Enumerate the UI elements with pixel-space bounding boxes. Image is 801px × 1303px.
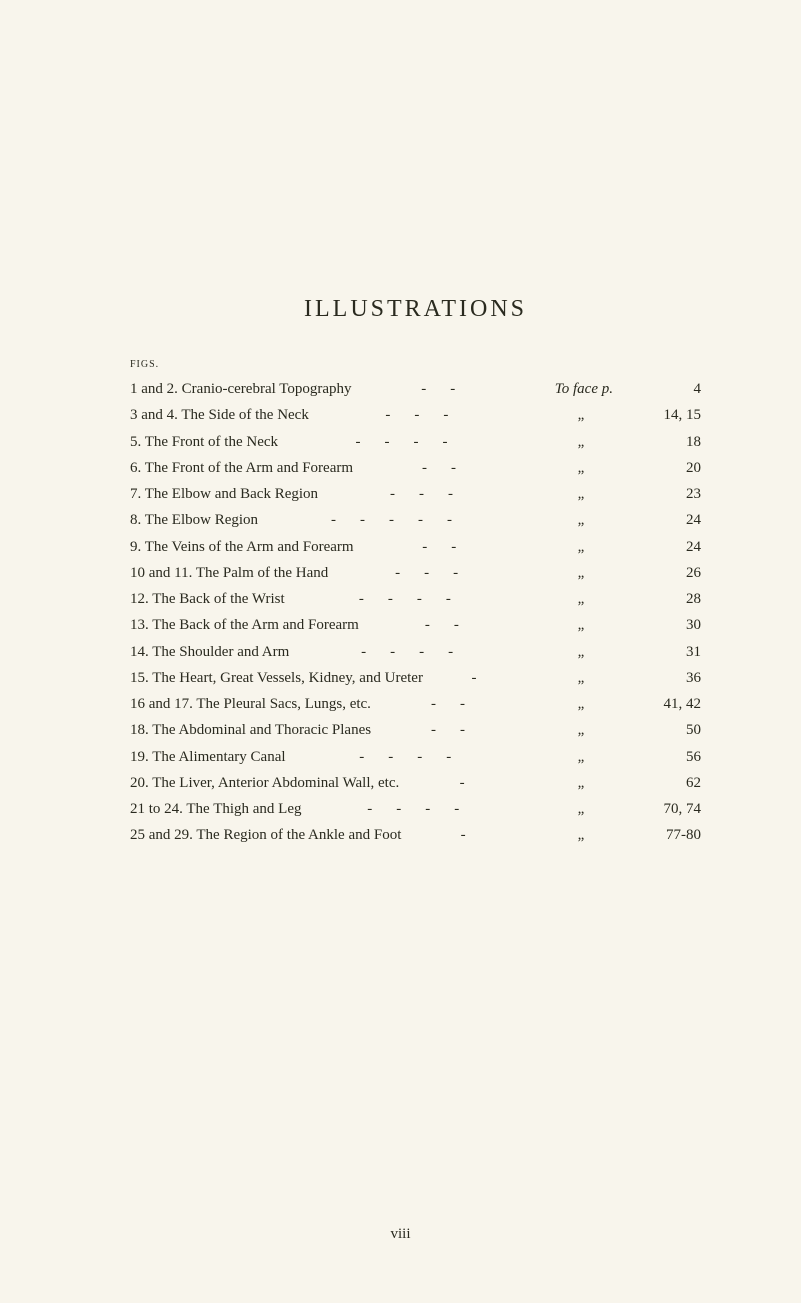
list-item: 7. The Elbow and Back Region---„23 <box>130 481 701 507</box>
leader-dashes: --- <box>309 402 549 428</box>
leader-dashes: ---- <box>285 586 549 612</box>
list-item: 15. The Heart, Great Vessels, Kidney, an… <box>130 665 701 691</box>
ditto-mark: „ <box>549 507 637 533</box>
leader-dashes: -- <box>354 534 549 560</box>
entry-label: 20. The Liver, Anterior Abdominal Wall, … <box>130 770 399 796</box>
page-number-ref: 28 <box>637 586 701 612</box>
ditto-mark: „ <box>549 691 637 717</box>
leader-dashes: - <box>423 665 549 691</box>
page-number-ref: 31 <box>637 639 701 665</box>
entry-label: 5. The Front of the Neck <box>130 429 278 455</box>
entry-label: 9. The Veins of the Arm and Forearm <box>130 534 354 560</box>
page-number-ref: 50 <box>637 717 701 743</box>
ditto-mark: „ <box>549 455 637 481</box>
list-item: 5. The Front of the Neck----„18 <box>130 429 701 455</box>
leader-dashes: -- <box>353 455 549 481</box>
page-number-ref: 23 <box>637 481 701 507</box>
list-item: 18. The Abdominal and Thoracic Planes--„… <box>130 717 701 743</box>
ditto-mark: „ <box>549 586 637 612</box>
leader-dashes: - <box>399 770 549 796</box>
entry-label: 14. The Shoulder and Arm <box>130 639 289 665</box>
ditto-mark: „ <box>549 665 637 691</box>
leader-dashes: ---- <box>286 744 549 770</box>
page-number-ref: 62 <box>637 770 701 796</box>
ditto-mark: „ <box>549 534 637 560</box>
list-item: 9. The Veins of the Arm and Forearm--„24 <box>130 534 701 560</box>
leader-dashes: - <box>401 822 549 848</box>
entry-label: 18. The Abdominal and Thoracic Planes <box>130 717 371 743</box>
page-number-ref: 56 <box>637 744 701 770</box>
entry-label: 7. The Elbow and Back Region <box>130 481 318 507</box>
list-item: 20. The Liver, Anterior Abdominal Wall, … <box>130 770 701 796</box>
page-number-ref: 20 <box>637 455 701 481</box>
figs-label: figs. <box>130 359 701 370</box>
leader-dashes: -- <box>371 691 549 717</box>
entry-label: 21 to 24. The Thigh and Leg <box>130 796 302 822</box>
ditto-mark: „ <box>549 822 637 848</box>
entry-label: 15. The Heart, Great Vessels, Kidney, an… <box>130 665 423 691</box>
page-number-ref: 70, 74 <box>637 796 701 822</box>
ditto-mark: „ <box>549 744 637 770</box>
entry-label: 1 and 2. Cranio-cerebral Topography <box>130 376 352 402</box>
entry-label: 8. The Elbow Region <box>130 507 258 533</box>
entry-label: 3 and 4. The Side of the Neck <box>130 402 309 428</box>
ditto-mark: „ <box>549 717 637 743</box>
list-item: 19. The Alimentary Canal----„56 <box>130 744 701 770</box>
ditto-mark: „ <box>549 481 637 507</box>
page-number-ref: 18 <box>637 429 701 455</box>
list-item: 13. The Back of the Arm and Forearm--„30 <box>130 612 701 638</box>
ditto-mark: „ <box>549 770 637 796</box>
entry-label: 19. The Alimentary Canal <box>130 744 286 770</box>
ditto-mark: „ <box>549 402 637 428</box>
page-number-ref: 77-80 <box>637 822 701 848</box>
to-face-label: To face p. <box>549 376 637 402</box>
list-item: 14. The Shoulder and Arm----„31 <box>130 639 701 665</box>
entry-label: 6. The Front of the Arm and Forearm <box>130 455 353 481</box>
leader-dashes: --- <box>328 560 549 586</box>
leader-dashes: -- <box>371 717 549 743</box>
ditto-mark: „ <box>549 796 637 822</box>
page-number-ref: 30 <box>637 612 701 638</box>
list-item: 6. The Front of the Arm and Forearm--„20 <box>130 455 701 481</box>
page-content: ILLUSTRATIONS figs. 1 and 2. Cranio-cere… <box>0 0 801 909</box>
entry-label: 12. The Back of the Wrist <box>130 586 285 612</box>
list-item: 10 and 11. The Palm of the Hand---„26 <box>130 560 701 586</box>
entry-label: 25 and 29. The Region of the Ankle and F… <box>130 822 401 848</box>
page-number-ref: 41, 42 <box>637 691 701 717</box>
illustrations-title: ILLUSTRATIONS <box>130 296 701 323</box>
leader-dashes: --- <box>318 481 549 507</box>
list-item: 8. The Elbow Region-----„24 <box>130 507 701 533</box>
list-item: 3 and 4. The Side of the Neck---„14, 15 <box>130 402 701 428</box>
entry-label: 10 and 11. The Palm of the Hand <box>130 560 328 586</box>
leader-dashes: -- <box>359 612 549 638</box>
ditto-mark: „ <box>549 429 637 455</box>
list-item: 16 and 17. The Pleural Sacs, Lungs, etc.… <box>130 691 701 717</box>
page-number-ref: 26 <box>637 560 701 586</box>
page-number-ref: 36 <box>637 665 701 691</box>
ditto-mark: „ <box>549 612 637 638</box>
page-number-ref: 4 <box>637 376 701 402</box>
ditto-mark: „ <box>549 560 637 586</box>
leader-dashes: ---- <box>289 639 549 665</box>
page-number-ref: 24 <box>637 507 701 533</box>
list-item: 12. The Back of the Wrist----„28 <box>130 586 701 612</box>
list-item: 1 and 2. Cranio-cerebral Topography--To … <box>130 376 701 402</box>
list-item: 25 and 29. The Region of the Ankle and F… <box>130 822 701 848</box>
leader-dashes: ---- <box>302 796 549 822</box>
page-number: viii <box>0 1226 801 1243</box>
list-item: 21 to 24. The Thigh and Leg----„70, 74 <box>130 796 701 822</box>
page-number-ref: 24 <box>637 534 701 560</box>
ditto-mark: „ <box>549 639 637 665</box>
entry-label: 13. The Back of the Arm and Forearm <box>130 612 359 638</box>
leader-dashes: ---- <box>278 429 549 455</box>
entry-label: 16 and 17. The Pleural Sacs, Lungs, etc. <box>130 691 371 717</box>
page-number-ref: 14, 15 <box>637 402 701 428</box>
leader-dashes: ----- <box>258 507 549 533</box>
leader-dashes: -- <box>352 376 549 402</box>
entries-list: 1 and 2. Cranio-cerebral Topography--To … <box>130 376 701 849</box>
